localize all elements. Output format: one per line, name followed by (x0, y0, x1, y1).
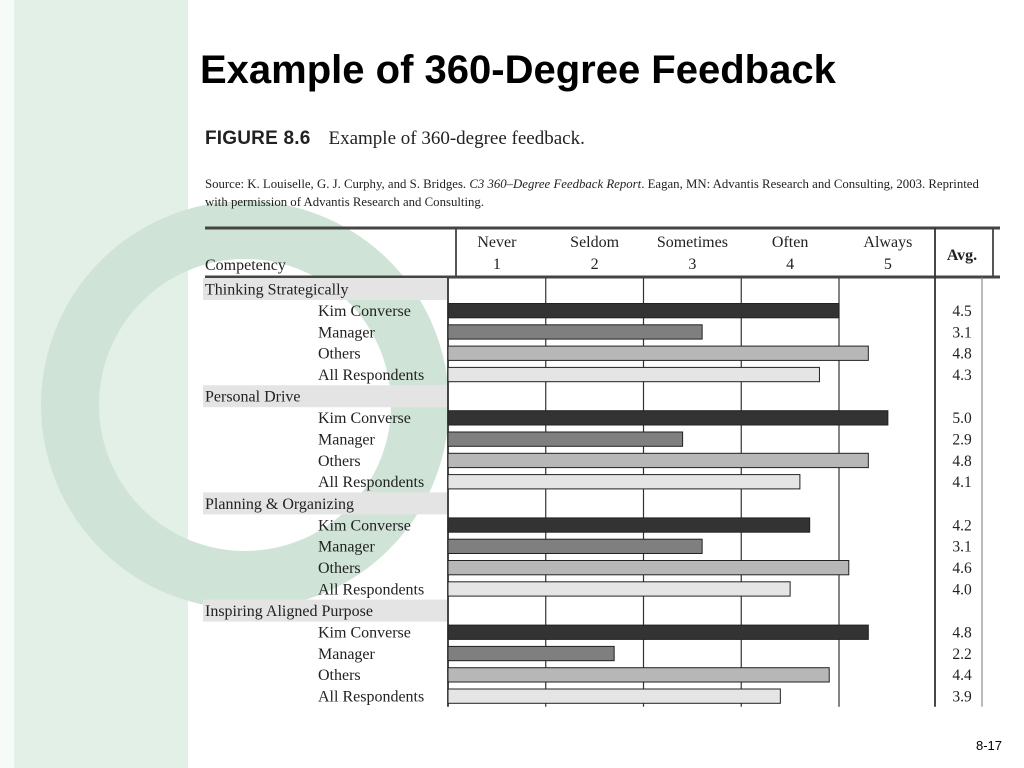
rater-label: Manager (318, 539, 376, 556)
bar (447, 366, 820, 383)
avg-value: 4.3 (952, 367, 972, 384)
avg-header: Avg. (947, 247, 977, 264)
category-band (203, 278, 447, 300)
scale-value: 4 (786, 256, 794, 273)
bar (447, 645, 615, 662)
rater-label: Kim Converse (318, 303, 411, 320)
avg-value: 4.6 (952, 560, 972, 577)
bar (447, 667, 830, 683)
scale-value: 1 (493, 256, 501, 273)
rater-label: Others (318, 560, 361, 577)
rater-label: Manager (318, 432, 376, 449)
rater-label: Manager (318, 324, 376, 341)
category-band (203, 385, 447, 408)
bar (447, 688, 781, 704)
feedback-chart: Competency Never 1 Seldom 2 Sometimes 3 Often 4 A… (203, 226, 1000, 707)
source-title: C3 360–Degree Feedback Report (469, 177, 642, 191)
avg-value: 4.4 (952, 667, 972, 684)
rater-label: All Respondents (318, 581, 424, 598)
bar (447, 517, 811, 533)
rater-label: Kim Converse (318, 410, 411, 427)
bar (447, 474, 801, 490)
avg-value: 5.0 (952, 410, 972, 427)
avg-value: 4.2 (952, 517, 971, 534)
scale-label: Often (772, 234, 808, 251)
rater-label: All Respondents (318, 474, 424, 491)
bar (447, 345, 869, 361)
avg-value: 3.1 (952, 324, 971, 341)
rater-label: All Respondents (318, 689, 424, 706)
slide-title: Example of 360-Degree Feedback (200, 48, 836, 92)
bar (447, 324, 703, 340)
bar (447, 431, 684, 447)
bar (447, 452, 869, 469)
left-stripe (0, 0, 14, 768)
figure-header: FIGURE 8.6 Example of 360-degree feedback… (205, 128, 585, 150)
avg-value: 2.2 (952, 646, 971, 663)
rater-label: All Respondents (318, 367, 424, 384)
rater-label: Manager (318, 646, 376, 663)
avg-value: 4.8 (952, 346, 972, 363)
rater-label: Kim Converse (318, 625, 411, 642)
category-label: Inspiring Aligned Purpose (205, 603, 373, 620)
rater-label: Others (318, 453, 361, 470)
source-prefix: Source: K. Louiselle, G. J. Curphy, and … (205, 177, 470, 191)
category-band (203, 599, 447, 622)
avg-value: 4.8 (952, 625, 972, 642)
avg-value: 4.8 (952, 453, 972, 470)
scale-value: 2 (591, 256, 599, 273)
rater-label: Others (318, 346, 361, 363)
bar (447, 538, 703, 555)
rater-label: Others (318, 667, 361, 684)
scale-label: Never (477, 234, 517, 251)
avg-value: 3.1 (952, 539, 971, 556)
category-label: Personal Drive (205, 389, 301, 406)
avg-value: 4.5 (952, 303, 972, 320)
avg-value: 4.1 (952, 474, 971, 491)
avg-value: 3.9 (952, 689, 972, 706)
competency-header: Competency (205, 257, 286, 274)
scale-value: 3 (688, 256, 696, 273)
figure-source: Source: K. Louiselle, G. J. Curphy, and … (205, 175, 1000, 211)
avg-value: 4.0 (952, 581, 972, 598)
slide-number: 8-17 (975, 738, 1002, 753)
avg-value: 2.9 (952, 432, 972, 449)
rater-label: Kim Converse (318, 517, 411, 534)
scale-label: Sometimes (657, 234, 728, 251)
bar (447, 624, 869, 640)
bar (447, 581, 791, 597)
bar (447, 410, 889, 426)
bar (447, 303, 840, 319)
figure-label: FIGURE 8.6 (205, 128, 311, 149)
figure-caption: Example of 360-degree feedback. (328, 128, 585, 149)
scale-label: Seldom (570, 234, 619, 251)
category-band (203, 492, 447, 515)
bar (447, 560, 850, 576)
category-label: Thinking Strategically (205, 282, 349, 299)
category-label: Planning & Organizing (205, 496, 354, 513)
source-suffix: . Eagan, MN: Advantis Research and Consu… (205, 177, 979, 209)
scale-label: Always (863, 234, 912, 251)
scale-value: 5 (884, 256, 892, 273)
